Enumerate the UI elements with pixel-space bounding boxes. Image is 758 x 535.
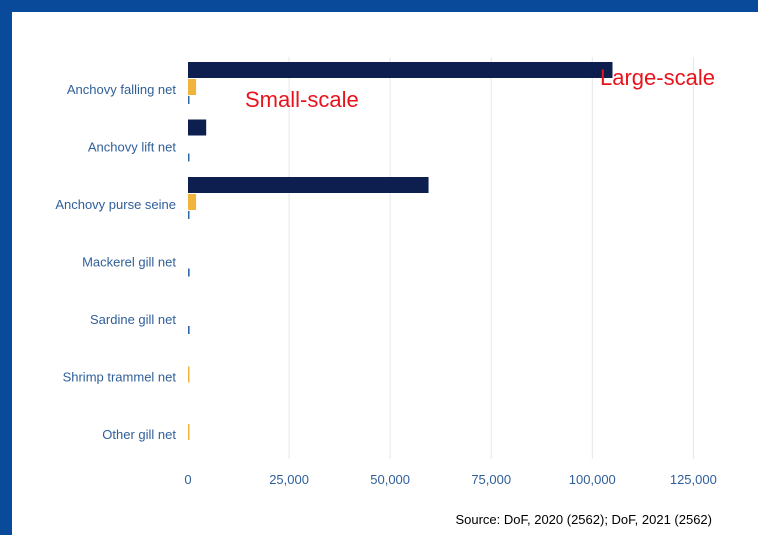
category-labels: Anchovy falling net Anchovy lift net Ancho… xyxy=(55,82,176,442)
x-tick-labels: 0 25,000 50,000 75,000 100,000 125,000 xyxy=(184,472,716,487)
grid-lines xyxy=(288,57,694,459)
x-tick-label: 0 xyxy=(184,472,191,487)
bar xyxy=(188,79,197,95)
bar xyxy=(188,211,190,219)
bars xyxy=(188,62,613,440)
category-label: Sardine gill net xyxy=(90,312,176,327)
category-label: Shrimp trammel net xyxy=(63,370,177,385)
bar xyxy=(188,326,190,334)
bar xyxy=(188,62,613,78)
bar xyxy=(188,366,190,383)
bar xyxy=(188,177,429,193)
large-scale-annotation: Large-scale xyxy=(600,65,715,90)
x-tick-label: 100,000 xyxy=(569,472,616,487)
category-label: Anchovy purse seine xyxy=(55,197,176,212)
x-tick-label: 50,000 xyxy=(370,472,410,487)
x-tick-label: 125,000 xyxy=(670,472,717,487)
x-tick-label: 75,000 xyxy=(471,472,511,487)
chart-frame: Anchovy falling net Anchovy lift net Ancho… xyxy=(12,12,758,535)
bar xyxy=(188,119,207,136)
bar-chart: Anchovy falling net Anchovy lift net Ancho… xyxy=(55,57,717,487)
category-label: Other gill net xyxy=(102,427,176,442)
bar xyxy=(188,96,190,104)
bar xyxy=(188,424,190,440)
small-scale-annotation: Small-scale xyxy=(245,87,359,112)
bar xyxy=(188,153,190,162)
source-note: Source: DoF, 2020 (2562); DoF, 2021 (256… xyxy=(455,512,712,527)
bar xyxy=(188,194,197,210)
category-label: Anchovy falling net xyxy=(67,82,177,97)
x-tick-label: 25,000 xyxy=(269,472,309,487)
bar xyxy=(188,268,190,277)
category-label: Mackerel gill net xyxy=(82,255,176,270)
category-label: Anchovy lift net xyxy=(88,140,177,155)
